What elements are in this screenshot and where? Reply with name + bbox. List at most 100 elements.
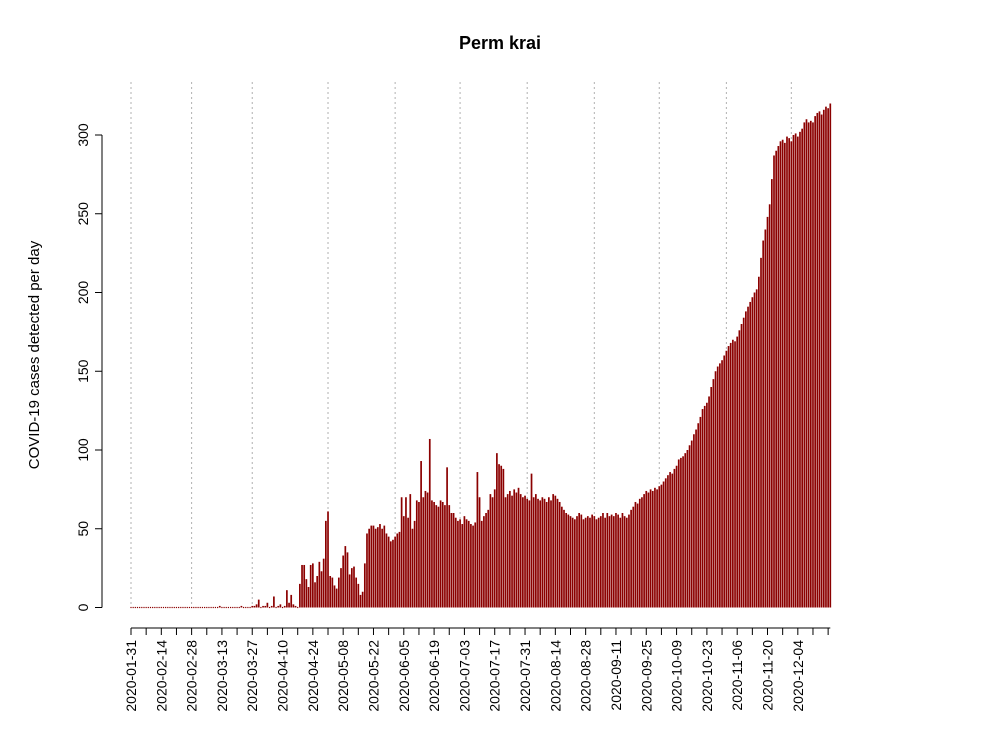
- x-tick-label: 2020-08-28: [578, 640, 594, 712]
- bar: [331, 577, 334, 608]
- bar: [191, 606, 193, 609]
- bar: [303, 564, 306, 608]
- bar: [180, 606, 182, 609]
- bar: [742, 317, 745, 608]
- bar: [165, 606, 167, 609]
- bar: [206, 606, 208, 609]
- bar: [372, 525, 375, 608]
- x-tick-label: 2020-12-04: [790, 640, 806, 712]
- bar: [297, 606, 299, 609]
- bar: [647, 492, 650, 608]
- bar: [162, 606, 165, 609]
- bar: [654, 487, 656, 608]
- bar: [615, 513, 617, 608]
- x-tick-label: 2020-03-27: [244, 640, 260, 712]
- bar: [247, 606, 249, 609]
- bar: [781, 139, 784, 608]
- bar: [584, 517, 587, 608]
- bar: [309, 564, 312, 608]
- bar: [532, 497, 535, 608]
- bar: [212, 606, 214, 609]
- bar: [716, 366, 719, 608]
- x-tick-label: 2020-09-11: [608, 640, 624, 711]
- bar: [400, 497, 403, 608]
- bar: [680, 457, 682, 608]
- bar: [621, 513, 624, 608]
- bar: [480, 520, 483, 608]
- bar: [595, 519, 598, 608]
- bar: [325, 520, 327, 608]
- bar: [253, 605, 256, 608]
- bar: [376, 527, 379, 608]
- bar: [805, 119, 808, 608]
- bar: [279, 604, 282, 608]
- bar: [396, 533, 399, 608]
- bar: [543, 498, 546, 608]
- bar: [591, 514, 593, 608]
- bar: [786, 136, 788, 608]
- bar: [257, 599, 260, 608]
- bar: [673, 468, 676, 608]
- bar: [703, 405, 706, 608]
- bar: [210, 606, 212, 609]
- bar: [405, 497, 407, 608]
- bar: [569, 516, 572, 608]
- bar: [573, 519, 576, 608]
- bar: [337, 577, 340, 608]
- bar: [329, 576, 332, 608]
- bar: [660, 484, 663, 608]
- bar: [359, 594, 362, 608]
- x-tick-label: 2020-06-05: [396, 640, 412, 712]
- bar: [751, 297, 754, 608]
- bar: [320, 571, 323, 608]
- bar: [799, 131, 801, 608]
- bar: [578, 513, 581, 608]
- bar: [314, 582, 316, 608]
- bar: [491, 497, 494, 608]
- bar: [651, 490, 654, 608]
- bar: [277, 605, 280, 608]
- x-tick-label: 2020-04-10: [275, 640, 291, 712]
- bar: [214, 606, 217, 609]
- x-tick-label: 2020-06-19: [426, 640, 442, 712]
- bar: [249, 606, 251, 609]
- bar: [260, 606, 262, 609]
- bar: [232, 606, 234, 609]
- bar: [411, 528, 414, 608]
- bar: [342, 555, 345, 608]
- bar: [394, 536, 396, 608]
- bar: [413, 520, 416, 608]
- bar: [299, 583, 301, 608]
- bar: [766, 216, 769, 608]
- bar: [266, 602, 269, 608]
- bar: [547, 497, 550, 608]
- bar: [385, 533, 388, 608]
- bar: [617, 514, 619, 608]
- bar: [502, 468, 505, 608]
- bar: [398, 531, 401, 608]
- bar: [638, 498, 641, 608]
- bar: [441, 501, 444, 608]
- bar: [199, 606, 201, 609]
- bar: [370, 525, 373, 608]
- x-tick-label: 2020-11-20: [760, 640, 776, 711]
- bar: [822, 109, 825, 608]
- x-tick-label: 2020-07-03: [456, 640, 472, 712]
- x-axis: 2020-01-31 2020-02-14 2020-02-28 2020-03-13…: [123, 627, 831, 712]
- bar: [541, 497, 544, 608]
- bar: [537, 498, 539, 608]
- bar: [275, 606, 277, 609]
- bar: [437, 506, 440, 608]
- bar: [719, 363, 721, 608]
- bar: [307, 587, 310, 608]
- bar: [825, 106, 827, 608]
- bar: [530, 473, 533, 608]
- bar: [669, 472, 671, 608]
- bar: [355, 577, 358, 608]
- bar: [167, 606, 169, 609]
- bar: [435, 505, 438, 608]
- x-tick-label: 2020-10-23: [699, 640, 715, 712]
- bar: [472, 525, 474, 608]
- bar: [197, 606, 199, 609]
- bar: [699, 416, 702, 608]
